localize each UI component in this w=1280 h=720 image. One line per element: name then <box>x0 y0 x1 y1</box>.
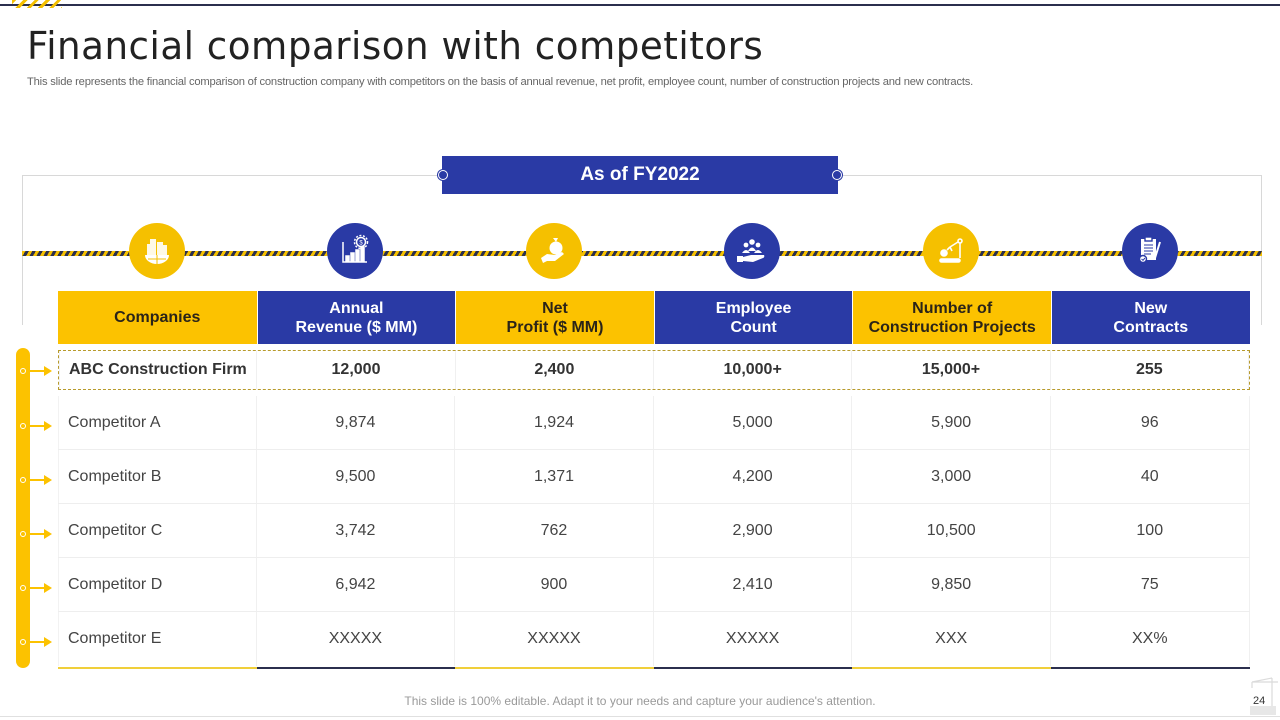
crane-watermark-icon <box>1250 677 1278 715</box>
page-subtitle: This slide represents the financial comp… <box>27 76 974 88</box>
banner-left-dot <box>438 170 448 180</box>
cell-company: ABC Construction Firm <box>59 351 258 389</box>
cell-revenue: 6,942 <box>257 558 456 611</box>
fiscal-year-banner: As of FY2022 <box>442 156 838 194</box>
timeline-arrow <box>30 529 52 539</box>
cell-revenue: 9,500 <box>257 450 456 503</box>
footer-note: This slide is 100% editable. Adapt it to… <box>404 694 876 708</box>
cell-revenue: XXXXX <box>257 612 456 666</box>
cell-company: Competitor A <box>58 396 257 449</box>
timeline-node <box>20 585 26 591</box>
timeline-arrow <box>30 583 52 593</box>
table-row-abc: ABC Construction Firm 12,000 2,400 10,00… <box>58 350 1250 390</box>
banner-right-dot <box>832 170 842 180</box>
cell-contracts: 100 <box>1051 504 1250 557</box>
cell-projects: 15,000+ <box>852 351 1051 389</box>
comparison-table: Companies Annual Revenue ($ MM) Net Profit… <box>58 291 1250 666</box>
header-companies: Companies <box>58 291 257 344</box>
cell-profit: 1,924 <box>455 396 654 449</box>
cell-contracts: 255 <box>1051 351 1249 389</box>
page-number: 24 <box>1253 695 1266 707</box>
timeline-arrow <box>30 475 52 485</box>
timeline-node <box>20 477 26 483</box>
contract-clipboard-icon <box>1122 223 1178 279</box>
cell-employees: 2,410 <box>654 558 853 611</box>
cell-contracts: 96 <box>1051 396 1250 449</box>
cell-company: Competitor E <box>58 612 257 666</box>
cell-projects: XXX <box>852 612 1051 666</box>
table-header-row: Companies Annual Revenue ($ MM) Net Profit… <box>58 291 1250 344</box>
table-row: Competitor E XXXXX XXXXX XXXXX XXX XX% <box>58 612 1250 666</box>
table-row: Competitor D 6,942 900 2,410 9,850 75 <box>58 558 1250 612</box>
cell-company: Competitor C <box>58 504 257 557</box>
cell-employees: XXXXX <box>654 612 853 666</box>
cell-revenue: 12,000 <box>257 351 456 389</box>
cell-company: Competitor B <box>58 450 257 503</box>
top-accent-stripe <box>12 0 62 8</box>
cell-profit: 1,371 <box>455 450 654 503</box>
footer-rule <box>0 716 1280 717</box>
buildings-globe-icon <box>129 223 185 279</box>
cell-projects: 5,900 <box>852 396 1051 449</box>
construction-crane-icon <box>923 223 979 279</box>
team-hand-icon <box>724 223 780 279</box>
timeline-arrow <box>30 421 52 431</box>
svg-text:$: $ <box>359 241 363 247</box>
cell-revenue: 3,742 <box>257 504 456 557</box>
timeline-bar <box>16 348 30 668</box>
cell-projects: 10,500 <box>852 504 1051 557</box>
cell-employees: 4,200 <box>654 450 853 503</box>
cell-contracts: 75 <box>1051 558 1250 611</box>
top-rule <box>0 4 1280 6</box>
header-employee-count: Employee Count <box>653 291 853 344</box>
header-construction-projects: Number of Construction Projects <box>852 291 1051 344</box>
money-bag-hand-icon <box>526 223 582 279</box>
page-title: Financial comparison with competitors <box>27 24 764 68</box>
cell-profit: 762 <box>455 504 654 557</box>
timeline-node <box>20 639 26 645</box>
cell-employees: 2,900 <box>654 504 853 557</box>
cell-profit: 900 <box>455 558 654 611</box>
cell-employees: 10,000+ <box>654 351 853 389</box>
cell-company: Competitor D <box>58 558 257 611</box>
header-new-contracts: New Contracts <box>1050 291 1250 344</box>
timeline-node <box>20 368 26 374</box>
cell-employees: 5,000 <box>654 396 853 449</box>
table-row: Competitor C 3,742 762 2,900 10,500 100 <box>58 504 1250 558</box>
cell-contracts: XX% <box>1051 612 1250 666</box>
cell-profit: XXXXX <box>455 612 654 666</box>
cell-contracts: 40 <box>1051 450 1250 503</box>
cell-profit: 2,400 <box>456 351 654 389</box>
table-bottom-border <box>58 667 1250 669</box>
header-annual-revenue: Annual Revenue ($ MM) <box>256 291 456 344</box>
cell-projects: 9,850 <box>852 558 1051 611</box>
timeline-arrow <box>30 366 52 376</box>
header-net-profit: Net Profit ($ MM) <box>455 291 654 344</box>
hazard-stripe-divider <box>22 251 1262 256</box>
cell-revenue: 9,874 <box>257 396 456 449</box>
revenue-growth-chart-icon: $ <box>327 223 383 279</box>
table-row: Competitor A 9,874 1,924 5,000 5,900 96 <box>58 396 1250 450</box>
timeline-arrow <box>30 637 52 647</box>
table-row: Competitor B 9,500 1,371 4,200 3,000 40 <box>58 450 1250 504</box>
timeline-node <box>20 423 26 429</box>
cell-projects: 3,000 <box>852 450 1051 503</box>
timeline-node <box>20 531 26 537</box>
